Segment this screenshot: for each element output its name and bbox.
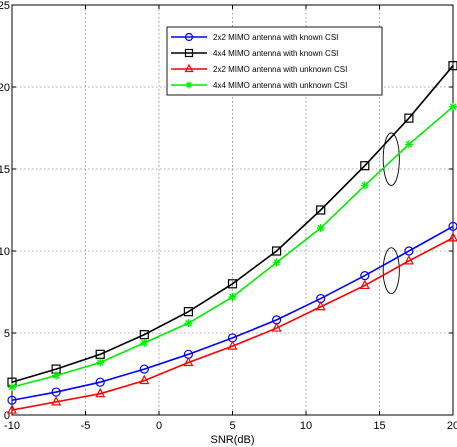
data-point <box>183 307 193 317</box>
data-point <box>140 338 149 347</box>
data-point <box>227 279 238 289</box>
star-marker-strokes <box>228 292 237 301</box>
data-point <box>227 340 238 350</box>
data-point <box>271 322 282 332</box>
series-layer <box>7 61 457 414</box>
data-point <box>139 374 150 385</box>
star-marker-strokes <box>449 102 457 111</box>
data-point <box>404 113 414 123</box>
legend: 2x2 MIMO antenna with known CSI 4x4 MIMO … <box>166 26 383 96</box>
legend-marker <box>184 48 194 58</box>
data-point <box>183 356 194 367</box>
data-point <box>228 292 237 301</box>
data-point <box>360 161 370 171</box>
data-point <box>8 383 16 392</box>
data-point <box>448 221 457 231</box>
series-line <box>11 237 454 411</box>
x-axis-label: SNR(dB) <box>210 434 254 446</box>
data-point <box>7 404 17 414</box>
data-point <box>403 255 414 265</box>
data-point <box>52 371 61 380</box>
data-point <box>139 364 149 374</box>
series-line <box>11 65 454 383</box>
legend-item: 2x2 MIMO antenna with unknown CSI <box>171 63 347 74</box>
legend-item: 2x2 MIMO antenna with known CSI <box>171 32 338 42</box>
legend-label: 4x4 MIMO antenna with known CSI <box>213 49 338 58</box>
data-point <box>404 246 414 256</box>
star-marker-strokes <box>184 319 193 328</box>
series-2 <box>7 61 457 387</box>
y-tick-label: 0 <box>4 410 10 422</box>
data-point <box>315 300 326 311</box>
data-point <box>360 271 370 281</box>
annotation-ellipse <box>382 132 400 186</box>
star-marker-strokes <box>360 181 369 190</box>
data-point <box>360 181 369 190</box>
data-point <box>95 377 105 387</box>
legend-label: 4x4 MIMO antenna with unknown CSI <box>213 81 347 90</box>
data-point <box>272 258 281 267</box>
data-point <box>7 395 17 405</box>
legend-item: 4x4 MIMO antenna with unknown CSI <box>171 81 347 90</box>
annotation-ellipse <box>382 247 400 295</box>
data-point <box>404 140 413 149</box>
annotations <box>382 132 400 295</box>
legend-label: 2x2 MIMO antenna with known CSI <box>213 33 338 42</box>
y-tick-label: 10 <box>0 246 10 258</box>
x-tick-label: 10 <box>300 420 312 432</box>
legend-item: 4x4 MIMO antenna with known CSI <box>171 48 338 58</box>
y-tick-label: 25 <box>0 0 10 12</box>
x-tick-label: 5 <box>229 420 235 432</box>
x-tick-label: 20 <box>447 420 457 432</box>
data-point <box>448 61 457 71</box>
star-marker-strokes <box>140 338 149 347</box>
star-marker-strokes <box>185 81 193 89</box>
legend-label: 2x2 MIMO antenna with unknown CSI <box>213 65 347 74</box>
legend-box <box>166 26 383 96</box>
star-marker-strokes <box>316 224 325 233</box>
data-point <box>449 102 457 111</box>
star-marker-strokes <box>52 371 61 380</box>
x-tick-label: -5 <box>81 420 91 432</box>
legend-marker <box>184 63 194 73</box>
legend-marker <box>184 32 194 42</box>
data-point <box>95 349 105 359</box>
data-point <box>359 279 370 290</box>
star-marker-strokes <box>404 140 413 149</box>
series-3 <box>7 232 457 414</box>
y-tick-label: 5 <box>4 328 10 340</box>
data-point <box>96 358 105 367</box>
star-marker-strokes <box>8 383 16 392</box>
data-point <box>184 319 193 328</box>
legend-marker <box>185 81 193 89</box>
series-4 <box>8 102 457 392</box>
data-point <box>448 232 457 242</box>
data-point <box>51 396 62 406</box>
y-tick-label: 15 <box>0 164 10 176</box>
x-tick-label: -10 <box>4 420 20 432</box>
star-marker-strokes <box>272 258 281 267</box>
x-tick-label: 15 <box>373 420 385 432</box>
series-line <box>11 225 454 402</box>
data-point <box>272 246 282 256</box>
y-tick-label: 20 <box>0 82 10 94</box>
data-point <box>51 387 61 397</box>
x-tick-label: 0 <box>156 420 162 432</box>
data-point <box>316 224 325 233</box>
data-point <box>139 330 149 340</box>
axes: -10 -5 0 5 10 15 20 0 5 10 15 20 25 <box>0 0 457 432</box>
data-point <box>95 387 106 398</box>
data-point <box>316 205 326 215</box>
star-marker-strokes <box>96 358 105 367</box>
